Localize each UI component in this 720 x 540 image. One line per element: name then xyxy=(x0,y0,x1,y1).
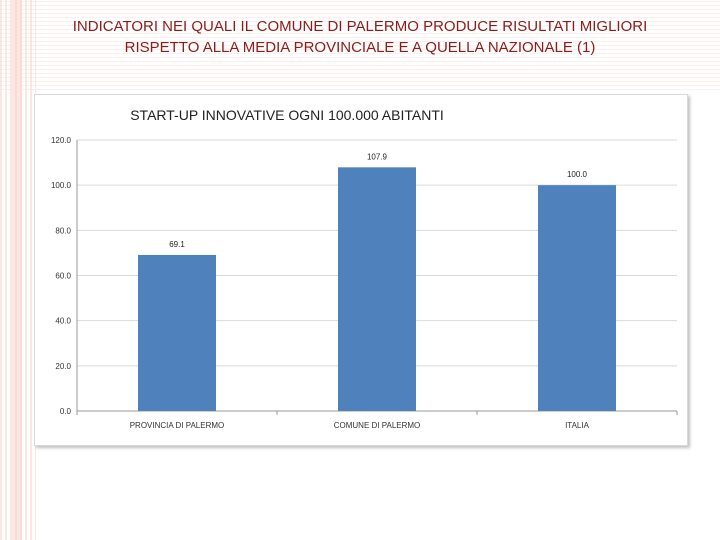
labels: 0.0 20.0 40.0 60.0 80.0 100.0 120.0 69.1 PROVINC… xyxy=(51,136,590,430)
y-tick-label: 80.0 xyxy=(55,226,71,235)
data-label: 69.1 xyxy=(169,240,185,249)
y-tick-label: 20.0 xyxy=(55,362,71,371)
chart-title: START-UP INNOVATIVE OGNI 100.000 ABITANT… xyxy=(130,107,444,123)
data-label: 107.9 xyxy=(367,152,388,161)
slide-title: INDICATORI NEI QUALI IL COMUNE DI PALERM… xyxy=(40,16,680,58)
y-tick-label: 60.0 xyxy=(55,272,71,281)
bar-chart: START-UP INNOVATIVE OGNI 100.000 ABITANT… xyxy=(51,107,678,430)
slide-title-line-2: RISPETTO ALLA MEDIA PROVINCIALE E A QUEL… xyxy=(124,39,596,56)
bar xyxy=(338,167,416,411)
bar xyxy=(138,254,216,411)
bar xyxy=(538,185,616,411)
category-label: COMUNE DI PALERMO xyxy=(334,421,421,430)
chart-frame: START-UP INNOVATIVE OGNI 100.000 ABITANT… xyxy=(34,94,688,446)
data-label: 100.0 xyxy=(567,170,588,179)
y-tick-label: 0.0 xyxy=(60,407,72,416)
y-tick-label: 120.0 xyxy=(51,136,72,145)
slide-title-line-1: INDICATORI NEI QUALI IL COMUNE DI PALERM… xyxy=(72,18,648,35)
bars xyxy=(138,167,616,411)
y-tick-label: 100.0 xyxy=(51,181,72,190)
y-tick-label: 40.0 xyxy=(55,317,71,326)
slide-decoration-band xyxy=(12,0,22,540)
category-label: PROVINCIA DI PALERMO xyxy=(130,421,225,430)
slide-decoration-top xyxy=(0,0,720,90)
category-label: ITALIA xyxy=(565,421,590,430)
